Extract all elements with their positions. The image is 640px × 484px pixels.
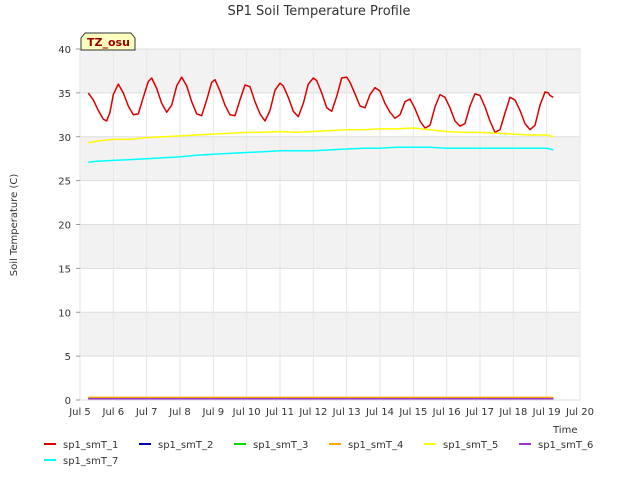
y-tick-label: 40 (58, 45, 71, 56)
x-tick-label: Jul 12 (298, 407, 327, 418)
legend: sp1_smT_1 sp1_smT_2 sp1_smT_3 sp1_smT_4 sp1_… (44, 440, 593, 467)
legend-item: sp1_smT_6 (519, 440, 593, 451)
y-tick-label: 10 (58, 308, 71, 319)
grid-lines (79, 48, 581, 401)
x-tick-label: Jul 18 (498, 407, 527, 418)
y-axis-label: Soil Temperature (C) (9, 174, 20, 277)
legend-item: sp1_smT_1 (44, 440, 118, 451)
x-tick-label: Jul 7 (135, 407, 158, 418)
y-axis-ticks: 0 5 10 15 20 25 30 35 40 (58, 45, 80, 407)
legend-label: sp1_smT_5 (443, 440, 498, 451)
plot-band (80, 312, 580, 357)
x-tick-label: Jul 14 (365, 407, 394, 418)
legend-label: sp1_smT_4 (348, 440, 403, 451)
legend-item: sp1_smT_5 (424, 440, 498, 451)
chart-title: SP1 Soil Temperature Profile (228, 4, 411, 19)
legend-item: sp1_smT_3 (234, 440, 308, 451)
plot-band (80, 136, 580, 181)
x-tick-label: Jul 11 (265, 407, 294, 418)
x-tick-label: Jul 13 (332, 407, 361, 418)
x-tick-label: Jul 20 (565, 407, 594, 418)
legend-item: sp1_smT_4 (329, 440, 403, 451)
y-tick-label: 35 (58, 89, 71, 100)
site-badge-label: TZ_osu (87, 36, 130, 49)
x-axis-ticks: Jul 5 Jul 6 Jul 7 Jul 8 Jul 9 Jul 10 Jul 11 Jul… (68, 407, 594, 418)
x-tick-label: Jul 16 (432, 407, 461, 418)
series-line-sp1_smT_7 (88, 146, 554, 163)
legend-label: sp1_smT_3 (253, 440, 308, 451)
y-tick-label: 20 (58, 221, 71, 232)
x-tick-label: Jul 10 (232, 407, 261, 418)
y-tick-label: 25 (58, 177, 71, 188)
series-line-sp1_smT_5 (88, 127, 554, 144)
legend-item: sp1_smT_7 (44, 456, 118, 467)
plot-band (80, 180, 580, 225)
legend-label: sp1_smT_1 (63, 440, 118, 451)
x-tick-label: Jul 5 (68, 407, 91, 418)
legend-label: sp1_smT_6 (538, 440, 593, 451)
site-badge: TZ_osu (80, 32, 136, 51)
y-tick-label: 30 (58, 133, 71, 144)
legend-label: sp1_smT_2 (158, 440, 213, 451)
x-tick-label: Jul 15 (398, 407, 427, 418)
plot-background (79, 48, 581, 401)
x-tick-label: Jul 9 (202, 407, 225, 418)
plot-band (80, 224, 580, 269)
legend-item: sp1_smT_2 (139, 440, 213, 451)
series-layer (87, 76, 554, 400)
x-tick-label: Jul 8 (168, 407, 191, 418)
x-tick-label: Jul 6 (102, 407, 125, 418)
legend-label: sp1_smT_7 (63, 456, 118, 467)
plot-band (80, 49, 580, 93)
plot-band (80, 268, 580, 313)
x-tick-label: Jul 19 (532, 407, 561, 418)
y-tick-label: 15 (58, 264, 71, 275)
x-tick-label: Jul 17 (465, 407, 494, 418)
y-tick-label: 0 (65, 396, 71, 407)
plot-band (80, 92, 580, 137)
plot-band (80, 356, 580, 400)
x-axis-label: Time (552, 425, 577, 436)
y-tick-label: 5 (65, 352, 71, 363)
series-line-sp1_smT_1 (87, 76, 554, 134)
